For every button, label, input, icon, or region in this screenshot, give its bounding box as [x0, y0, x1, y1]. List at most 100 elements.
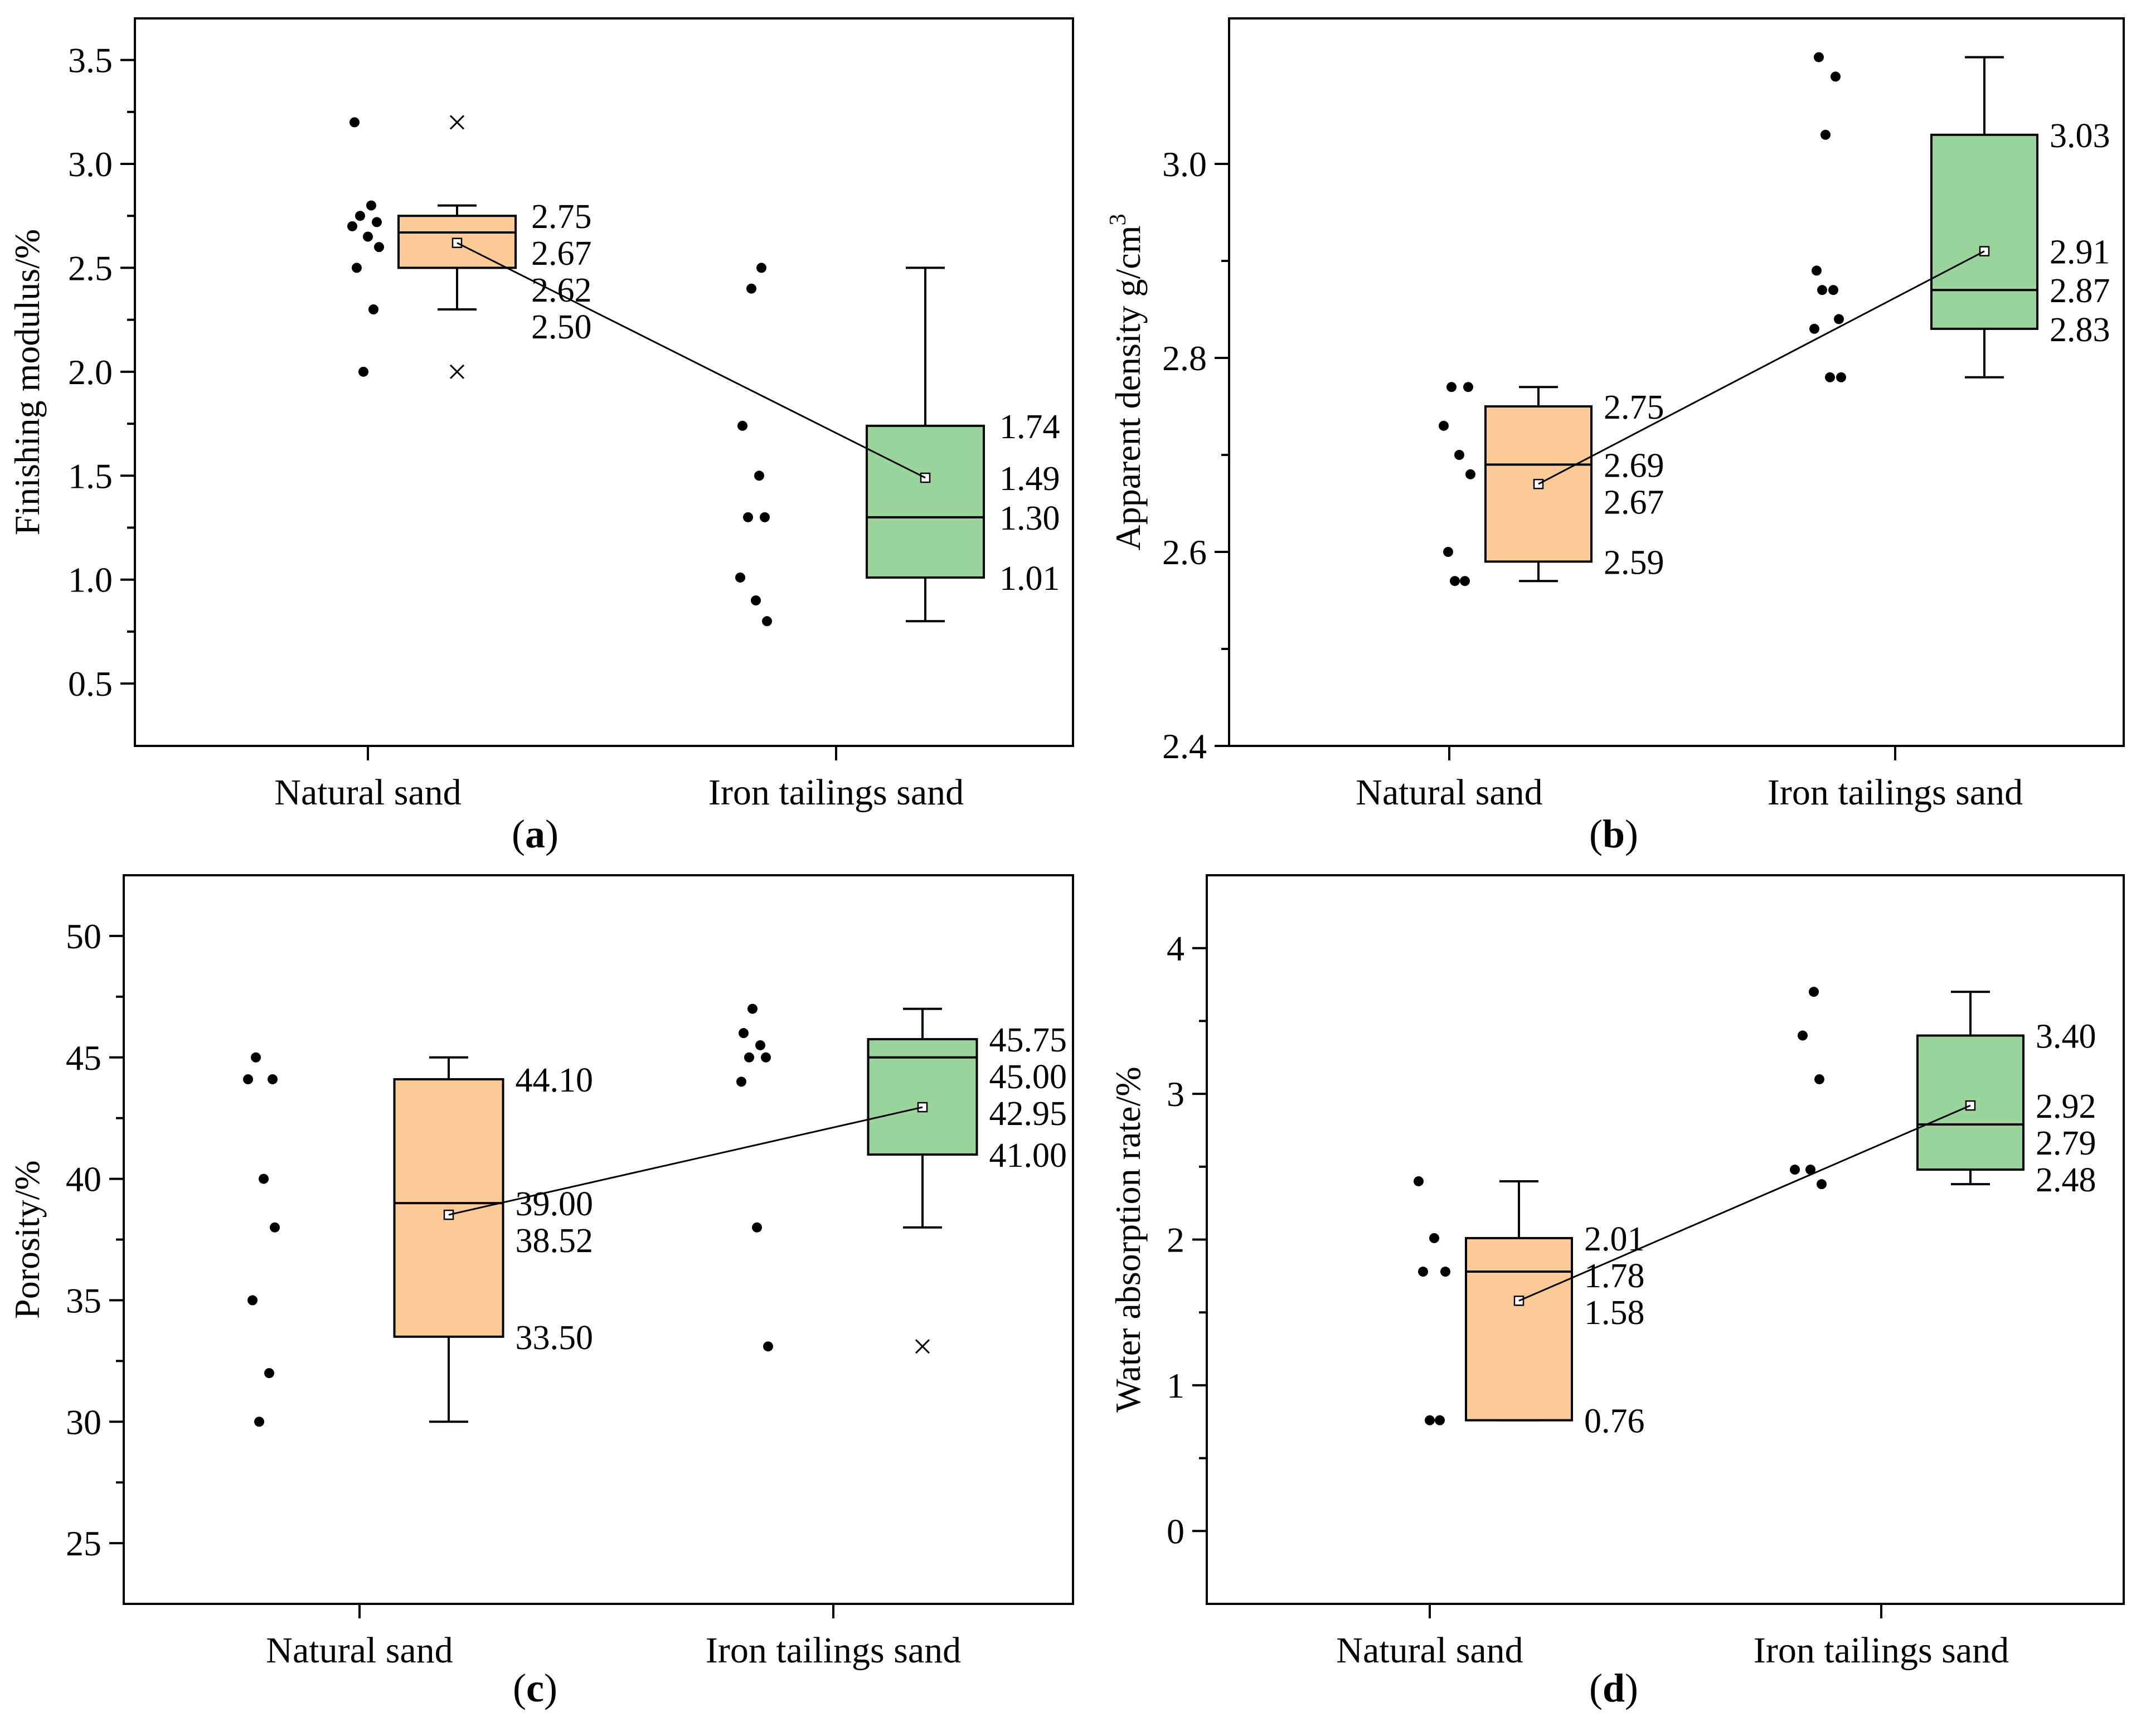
data-point [358, 366, 368, 377]
data-point [763, 1341, 773, 1352]
x-category-label: Natural sand [1356, 772, 1542, 813]
value-label: 38.52 [516, 1222, 594, 1260]
y-tick-label: 1.0 [68, 560, 113, 600]
y-tick-label: 2 [1167, 1220, 1184, 1260]
data-point [761, 1052, 771, 1063]
data-point [754, 471, 764, 481]
panel-caption: (d) [1589, 1666, 1638, 1710]
caption-letter: b [1603, 812, 1625, 856]
y-axis-title-text: Apparent density g/cm [1108, 226, 1148, 551]
value-label: 2.67 [531, 235, 592, 273]
box-body [1465, 1236, 1573, 1422]
data-point [372, 217, 382, 227]
y-axis-title-text: Porosity/% [7, 1160, 47, 1318]
y-axis-title: Porosity/% [7, 1160, 47, 1318]
box-body [1930, 133, 2038, 330]
y-axis-title: Water absorption rate/% [1108, 1066, 1148, 1412]
data-point [1460, 576, 1470, 586]
panel-c: 25 30 35 40 45 50 Natural sand Iron tailings sa… [7, 874, 1074, 1710]
y-axis-title: Finishing modulus/% [7, 229, 47, 535]
data-point [1435, 1415, 1445, 1425]
value-label: 2.87 [2050, 272, 2110, 310]
caption-open: ( [513, 1666, 526, 1710]
value-label: 1.74 [999, 408, 1060, 446]
y-tick-label: 0.5 [68, 664, 113, 704]
data-point [254, 1417, 264, 1427]
x-category-label: Iron tailings sand [706, 1630, 961, 1671]
data-point [1809, 987, 1819, 997]
value-label: 45.75 [989, 1021, 1067, 1059]
data-point [760, 512, 770, 522]
outlier-marker [449, 115, 465, 130]
value-label: 44.10 [516, 1061, 594, 1099]
value-label: 2.91 [2050, 234, 2110, 271]
data-point [747, 1003, 758, 1014]
caption-close: ) [1625, 812, 1638, 856]
data-point [735, 572, 745, 583]
caption-letter: c [526, 1666, 544, 1710]
y-tick-label: 2.8 [1162, 338, 1207, 378]
panel-caption: (c) [513, 1666, 557, 1710]
box-body [393, 1078, 504, 1338]
box-series-0: 2.752.672.622.50 [347, 115, 592, 379]
data-point [1809, 323, 1819, 334]
data-point [744, 1052, 754, 1063]
y-tick-label: 25 [66, 1524, 101, 1563]
box-series-0: 2.75 2.692.67 2.59 [1439, 382, 1664, 586]
mean-connector-line [448, 1106, 923, 1216]
mean-connector-line [1538, 250, 1985, 485]
y-tick-label: 30 [66, 1402, 101, 1442]
caption-open: ( [512, 812, 525, 856]
value-label: 2.75 [1604, 389, 1664, 426]
box-series-1: 3.40 2.922.792.48 [1790, 987, 2096, 1199]
value-label: 2.83 [2050, 311, 2110, 349]
value-label: 41.00 [989, 1137, 1067, 1175]
data-point [1820, 129, 1831, 140]
y-tick-label: 2.6 [1162, 532, 1207, 572]
outlier-marker [449, 364, 465, 379]
data-point [1439, 420, 1449, 431]
value-label: 1.49 [999, 460, 1060, 498]
x-category-label: Natural sand [266, 1630, 453, 1671]
data-point [739, 1028, 749, 1039]
value-label: 2.01 [1584, 1220, 1645, 1258]
box-series-1: 1.74 1.491.30 1.01 [735, 263, 1060, 627]
data-point [1828, 285, 1838, 295]
y-tick-label: 1 [1167, 1366, 1184, 1405]
y-tick-label: 4 [1167, 929, 1184, 968]
value-label: 33.50 [516, 1319, 594, 1357]
data-point [270, 1222, 280, 1233]
y-tick-label: 2.5 [68, 248, 113, 288]
data-point [1418, 1267, 1428, 1277]
data-point [755, 1040, 765, 1050]
x-category-label: Natural sand [1336, 1630, 1523, 1671]
panel-caption: (b) [1589, 812, 1638, 856]
y-tick-label: 3.0 [68, 144, 113, 184]
plot-frame [134, 17, 1074, 747]
outlier-marker [915, 1339, 930, 1354]
data-point [762, 616, 772, 627]
box-series-0: 2.011.781.58 0.76 [1414, 1176, 1645, 1441]
data-point [1812, 265, 1822, 276]
data-point [1834, 314, 1844, 324]
data-point [247, 1295, 258, 1306]
panel-caption: (a) [512, 812, 559, 856]
data-point [264, 1368, 274, 1379]
data-point [352, 263, 362, 273]
data-point [1836, 372, 1846, 382]
caption-close: ) [1625, 1666, 1638, 1710]
data-point [746, 283, 756, 294]
caption-letter: d [1603, 1666, 1625, 1710]
data-point [268, 1074, 278, 1084]
data-point [1814, 52, 1824, 62]
data-point [1463, 382, 1473, 392]
y-tick-label: 1.5 [68, 456, 113, 496]
data-point [751, 595, 761, 605]
x-category-label: Iron tailings sand [1754, 1630, 2009, 1671]
value-label: 1.01 [999, 560, 1060, 598]
panel-b: 2.4 2.6 2.8 3.0 Natural sand Iron tailings sa… [1105, 17, 2125, 856]
box-series-1: 3.03 2.912.872.83 [1809, 52, 2110, 382]
data-point [1454, 450, 1464, 460]
data-point [251, 1052, 261, 1063]
